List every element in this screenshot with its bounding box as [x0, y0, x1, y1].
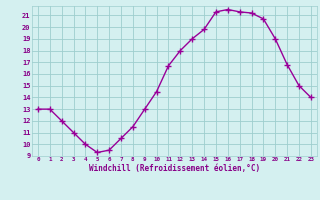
X-axis label: Windchill (Refroidissement éolien,°C): Windchill (Refroidissement éolien,°C): [89, 164, 260, 173]
